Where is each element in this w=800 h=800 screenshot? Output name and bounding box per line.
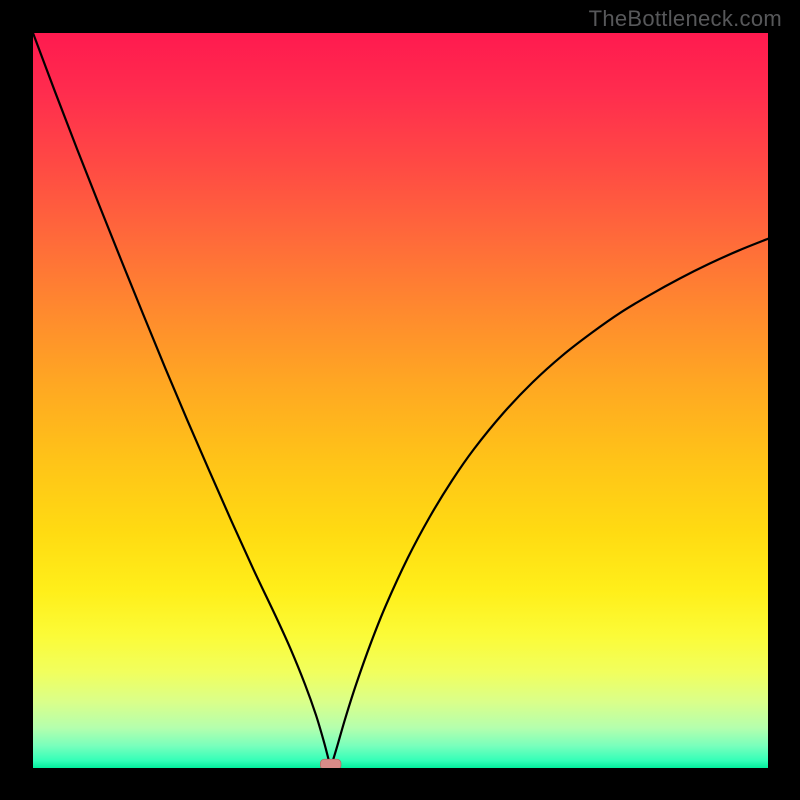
chart-svg [33,33,768,768]
minimum-marker [320,759,341,768]
watermark-text: TheBottleneck.com [589,6,782,32]
bottleneck-chart [33,33,768,768]
gradient-background [33,33,768,768]
